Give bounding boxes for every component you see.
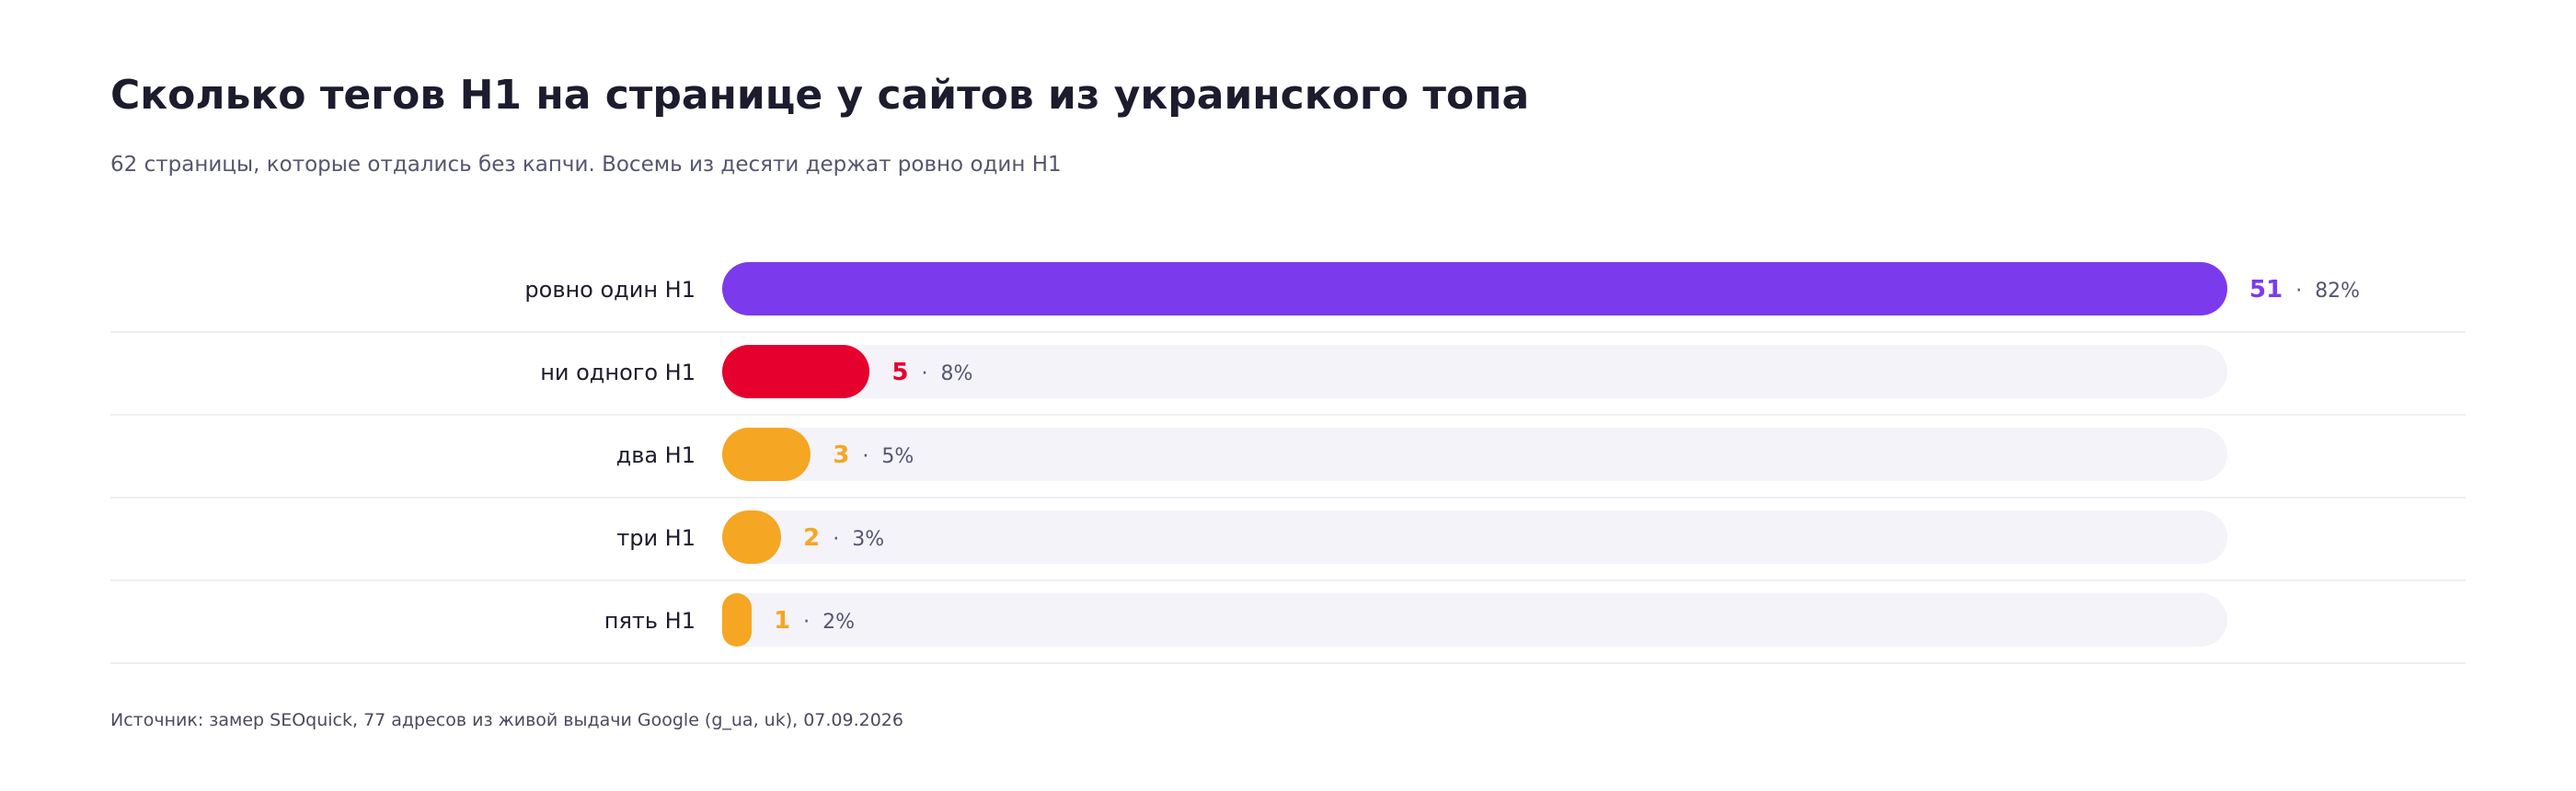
chart-title: Сколько тегов H1 на странице у сайтов из… (110, 72, 1530, 119)
value-count: 51 (2249, 276, 2283, 304)
bar-row: ровно один H1 51 · 82% (110, 248, 2466, 331)
value-count: 5 (891, 359, 909, 386)
value-separator: · (862, 445, 869, 468)
category-label: ни одного H1 (540, 360, 696, 385)
value-separator: · (803, 611, 811, 634)
value-percent: 8% (940, 362, 973, 385)
bar (722, 428, 811, 481)
value-percent: 3% (852, 528, 885, 551)
value-percent: 82% (2315, 280, 2361, 303)
row-divider (110, 662, 2466, 664)
bar-track (722, 345, 2227, 398)
row-divider (110, 497, 2466, 499)
value-label: 5 · 8% (891, 331, 972, 414)
bar (722, 345, 870, 398)
source-note: Источник: замер SEOquick, 77 адресов из … (110, 710, 903, 730)
bar-row: ни одного H1 5 · 8% (110, 331, 2466, 414)
value-label: 51 · 82% (2249, 248, 2360, 331)
bar-chart: ровно один H1 51 · 82% ни одного H1 5 · 8% два H… (110, 248, 2466, 666)
value-separator: · (833, 528, 840, 551)
value-label: 3 · 5% (833, 414, 914, 497)
bar-track (722, 593, 2227, 647)
bar-row: три H1 2 · 3% (110, 497, 2466, 579)
bar (722, 593, 753, 647)
value-count: 3 (833, 441, 850, 469)
value-label: 2 · 3% (803, 497, 884, 579)
bar (722, 262, 2227, 315)
value-count: 1 (774, 607, 791, 635)
value-separator: · (921, 362, 928, 385)
bar-row: пять H1 1 · 2% (110, 579, 2466, 662)
chart-subtitle: 62 страницы, которые отдались без капчи.… (110, 153, 1062, 177)
value-separator: · (2295, 280, 2303, 303)
category-label: пять H1 (604, 608, 696, 634)
row-divider (110, 579, 2466, 581)
value-percent: 2% (822, 611, 856, 634)
row-divider (110, 331, 2466, 333)
value-label: 1 · 2% (774, 579, 855, 662)
value-percent: 5% (881, 445, 914, 468)
bar (722, 510, 782, 564)
category-label: ровно один H1 (524, 277, 696, 303)
row-divider (110, 414, 2466, 416)
bar-track (722, 510, 2227, 564)
bar-row: два H1 3 · 5% (110, 414, 2466, 497)
bar-track (722, 428, 2227, 481)
category-label: три H1 (616, 525, 696, 551)
value-count: 2 (803, 524, 821, 552)
category-label: два H1 (615, 442, 696, 468)
